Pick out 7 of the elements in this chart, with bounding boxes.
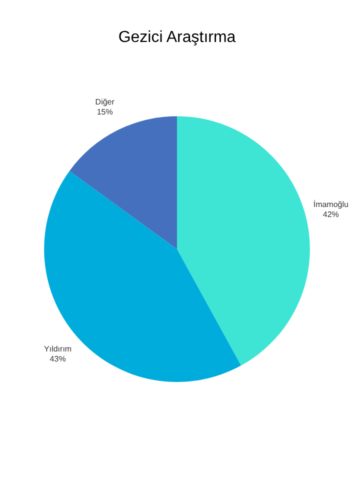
slice-label: Yıldırım [44,344,72,354]
slice-label: İmamoğlu [313,200,348,209]
data-label: 42% [322,210,339,219]
data-label: 15% [96,108,113,117]
chart-title: Gezici Araştırma [118,29,236,46]
slice-label: Diğer [95,98,115,107]
data-label: 43% [50,354,66,364]
